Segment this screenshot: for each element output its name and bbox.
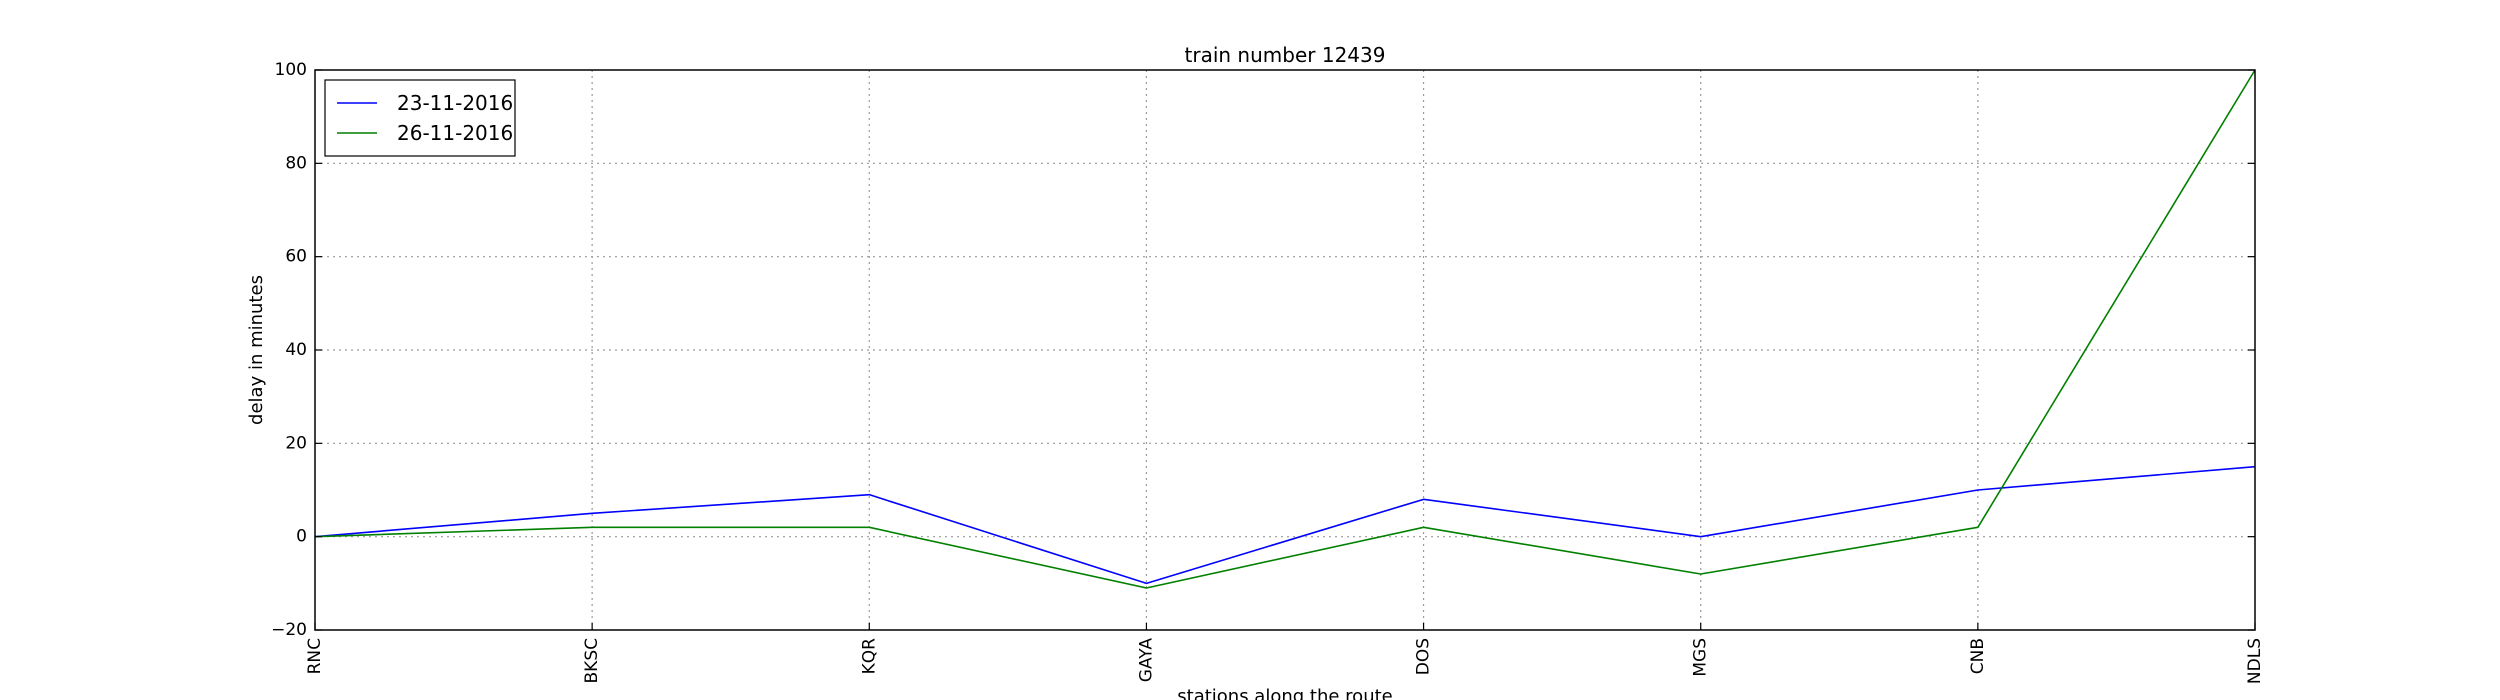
x-tick-label: GAYA [1136,638,1156,683]
y-tick-label: 60 [285,247,307,267]
x-tick-label: DOS [1414,638,1434,675]
chart-title: train number 12439 [1185,43,1386,67]
y-tick-label: 80 [285,153,307,173]
x-tick-label: BKSC [582,638,602,683]
x-tick-label: CNB [1968,638,1988,674]
series-layer [314,69,2256,589]
y-axis-title: delay in minutes [246,275,267,425]
series-line-1 [314,465,2256,585]
x-tick-label: RNC [305,638,325,674]
y-tick-label: 0 [296,527,307,547]
ticks: RNC BKSC KQR GAYA DOS MGS CNB NDLS −20 0 20 40 60 80 1… [271,60,2265,684]
x-axis-title: stations along the route [1177,686,1392,700]
legend-label: 23-11-2016 [397,91,513,115]
x-tick-label: NDLS [2245,638,2265,684]
legend-box [324,79,516,157]
series-line-2 [314,69,2256,589]
y-tick-label: 20 [285,433,307,453]
legend-label: 26-11-2016 [397,121,513,145]
x-tick-label: MGS [1691,638,1711,677]
y-tick-label: 40 [285,340,307,360]
y-tick-label: 100 [275,60,307,80]
x-tick-label: KQR [859,638,879,675]
legend: 23-11-2016 26-11-2016 [324,79,516,157]
y-tick-label: −20 [271,620,307,640]
